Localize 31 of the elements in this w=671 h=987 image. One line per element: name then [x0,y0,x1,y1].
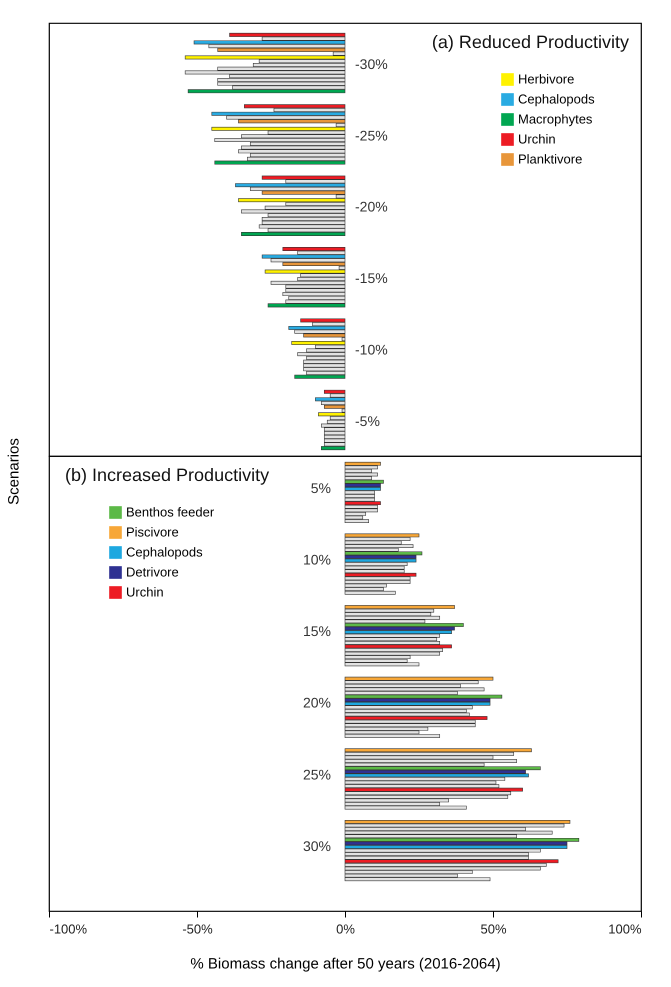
x-axis-title: % Biomass change after 50 years (2016-2064) [190,956,501,972]
category-label: 5% [310,480,331,496]
y-axis-title: Scenarios [6,438,22,505]
legend-label: Herbivore [518,72,574,86]
category-label: 25% [302,766,331,782]
legend-label: Planktivore [518,152,582,166]
x-tick-label: 0% [336,922,356,936]
x-tick-label: 100% [608,922,642,936]
chart-title: (b) Increased Productivity [65,465,270,485]
category-label: -15% [355,270,388,286]
legend-label: Macrophytes [518,112,593,126]
x-tick-label: 50% [480,922,507,936]
category-label: 20% [302,694,331,711]
legend-label: Benthos feeder [126,504,215,520]
category-label: -10% [355,341,388,358]
legend-label: Urchin [518,132,556,146]
legend-label: Piscivore [126,524,179,540]
category-label: -5% [355,412,380,429]
category-label: 15% [302,623,331,640]
legend-label: Cephalopods [126,544,204,560]
x-tick-label: -100% [50,922,88,936]
category-label: 30% [302,838,331,854]
text: (a) Reduced Productivity [432,32,629,52]
x-tick-label: -50% [182,922,214,936]
legend-label: Cephalopods [518,92,596,106]
legend-label: Detrivore [126,564,179,580]
category-label: 10% [302,551,331,568]
category-label: -20% [355,198,388,215]
category-label: -30% [355,56,388,72]
category-label: -25% [355,127,388,144]
legend-label: Urchin [126,584,164,600]
